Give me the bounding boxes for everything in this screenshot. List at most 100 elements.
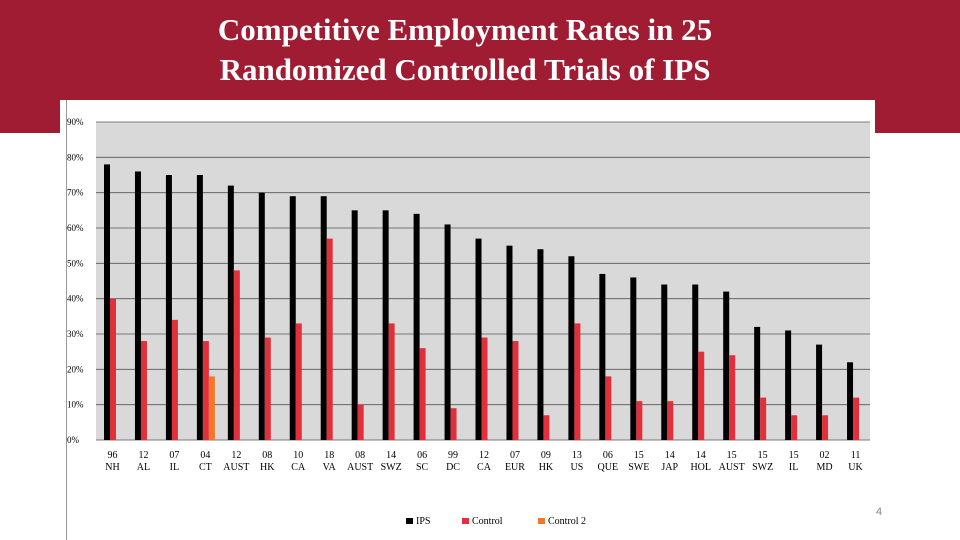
x-tick-year: 09 [541, 450, 551, 461]
y-tick-label: 0% [67, 435, 80, 445]
ips-bar [692, 284, 699, 440]
bar-chart: 0%10%20%30%40%50%60%70%80%90%96NH12AL07I… [67, 117, 870, 527]
control-bar [729, 355, 736, 440]
x-tick-location: CA [477, 462, 492, 473]
x-tick-year: 08 [355, 450, 365, 461]
control-bar [295, 323, 302, 440]
ips-bar [847, 362, 854, 440]
control-bar [264, 337, 271, 440]
x-tick-year: 10 [293, 450, 303, 461]
y-tick-label: 60% [67, 223, 84, 233]
x-tick-year: 18 [324, 450, 334, 461]
control-bar [822, 415, 829, 440]
legend-label: Control [472, 516, 503, 527]
x-tick-year: 96 [107, 450, 117, 461]
x-tick-year: 14 [386, 450, 396, 461]
control-bar [543, 415, 550, 440]
x-tick-location: MD [816, 462, 832, 473]
x-tick-year: 12 [138, 450, 148, 461]
x-tick-location: JAP [661, 462, 678, 473]
control2-bar [208, 376, 215, 440]
x-tick-year: 06 [603, 450, 613, 461]
control-bar [202, 341, 209, 440]
ips-bar [816, 344, 823, 440]
ips-bar [413, 213, 420, 440]
x-tick-year: 04 [200, 450, 210, 461]
control-bar [791, 415, 798, 440]
page-number: 4 [876, 506, 883, 518]
ips-bar [227, 185, 234, 440]
ips-bar [320, 196, 327, 440]
y-tick-label: 10% [67, 400, 84, 410]
ips-bar [104, 164, 110, 440]
x-tick-year: 11 [851, 450, 861, 461]
y-tick-label: 70% [67, 188, 84, 198]
x-tick-location: AUST [347, 462, 373, 473]
ips-bar [568, 256, 575, 440]
control-bar [326, 238, 333, 440]
ips-bar [785, 330, 792, 440]
ips-bar [134, 171, 141, 440]
x-tick-location: AUST [223, 462, 249, 473]
x-tick-location: SWZ [752, 462, 773, 473]
x-tick-location: HK [260, 462, 275, 473]
control-bar [667, 401, 674, 440]
y-tick-label: 50% [67, 258, 84, 268]
x-tick-year: 14 [665, 450, 675, 461]
control-bar [853, 397, 860, 440]
x-tick-year: 99 [448, 450, 458, 461]
x-tick-year: 08 [262, 450, 272, 461]
x-tick-location: US [570, 462, 583, 473]
x-tick-location: QUE [598, 462, 619, 473]
title-line-2: Randomized Controlled Trials of IPS [219, 52, 711, 87]
ips-bar [723, 291, 730, 440]
slide-title: Competitive Employment Rates in 25 Rando… [100, 10, 830, 90]
x-tick-location: SC [416, 462, 429, 473]
legend-swatch [538, 518, 545, 524]
y-tick-label: 20% [67, 364, 84, 374]
x-tick-location: IL [789, 462, 798, 473]
control-bar [233, 270, 240, 440]
ips-bar [599, 273, 606, 440]
x-tick-location: CT [199, 462, 212, 473]
legend-swatch [406, 518, 413, 524]
control-bar [574, 323, 581, 440]
control-bar [760, 397, 767, 440]
x-tick-location: AUST [719, 462, 745, 473]
y-tick-label: 30% [67, 329, 84, 339]
x-tick-year: 14 [696, 450, 706, 461]
ips-bar [537, 249, 544, 440]
x-tick-location: UK [848, 462, 863, 473]
title-line-1: Competitive Employment Rates in 25 [217, 12, 713, 47]
ips-bar [196, 175, 203, 440]
ips-bar [475, 238, 482, 440]
x-tick-year: 15 [727, 450, 737, 461]
legend-label: IPS [416, 516, 430, 527]
control-bar [419, 348, 426, 440]
ips-bar [444, 224, 451, 440]
x-tick-year: 06 [417, 450, 427, 461]
x-tick-year: 13 [572, 450, 582, 461]
y-tick-label: 90% [67, 117, 84, 127]
x-tick-location: IL [170, 462, 179, 473]
x-tick-location: NH [105, 462, 119, 473]
y-tick-label: 80% [67, 152, 84, 162]
control-bar [481, 337, 488, 440]
x-tick-year: 15 [789, 450, 799, 461]
y-tick-label: 40% [67, 294, 84, 304]
control-bar [450, 408, 457, 440]
x-tick-location: AL [137, 462, 150, 473]
x-tick-year: 15 [758, 450, 768, 461]
control-bar [140, 341, 147, 440]
x-tick-year: 07 [169, 450, 179, 461]
x-tick-location: HOL [690, 462, 711, 473]
x-tick-year: 15 [634, 450, 644, 461]
chart-left-border [66, 100, 67, 540]
x-tick-location: CA [291, 462, 306, 473]
x-tick-location: HK [539, 462, 554, 473]
x-tick-location: VA [323, 462, 337, 473]
ips-bar [506, 245, 513, 440]
control-bar [512, 341, 519, 440]
ips-bar [258, 192, 265, 440]
x-tick-location: DC [446, 462, 460, 473]
